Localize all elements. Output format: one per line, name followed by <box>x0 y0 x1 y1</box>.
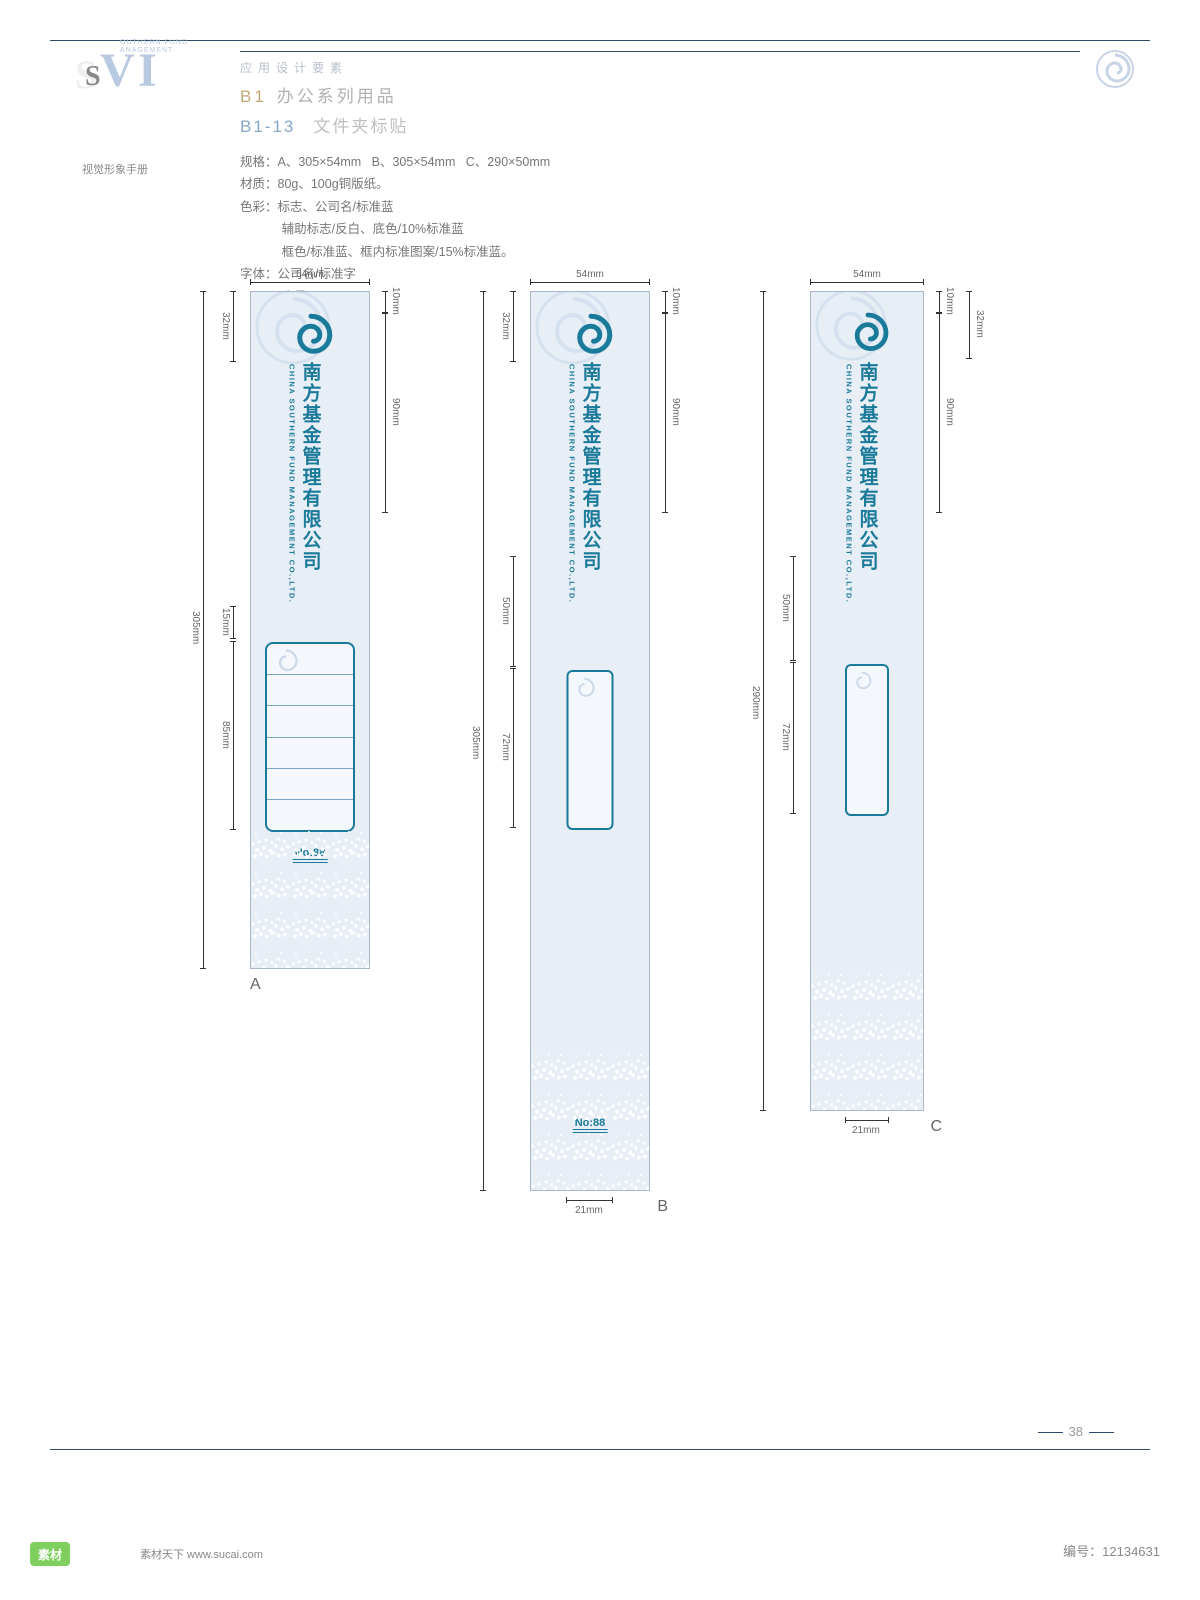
diagrams-area: 54mm 305mm 32mm15mm85mm 10mm90mm 南方基金管理有… <box>110 291 1090 1321</box>
dim-box-b: 21mm <box>575 1205 603 1216</box>
footer-site: 素材天下 www.sucai.com <box>140 1546 263 1562</box>
diagram-b: 54mm 32mm50mm305mm72mm 10mm90mm 南方基金管理有限… <box>530 291 650 1191</box>
label-body-b: 南方基金管理有限公司 CHINA SOUTHERN FUND MANAGEMEN… <box>530 291 650 1191</box>
dim-label: 290mm <box>750 686 761 719</box>
dim-height-a: 305mm <box>190 611 201 644</box>
dim-label: 32mm <box>500 312 511 340</box>
dim-label: 305mm <box>470 726 481 759</box>
label-body-c: 南方基金管理有限公司 CHINA SOUTHERN FUND MANAGEMEN… <box>810 291 924 1111</box>
dim-label: 50mm <box>500 597 511 625</box>
page-frame: V S S I OUTHERN FUNDANAGEMENT 视觉形象手册 应用设… <box>50 40 1150 1450</box>
vi-logo-block: V S S I OUTHERN FUNDANAGEMENT 视觉形象手册 <box>70 43 210 177</box>
spec-line: 材质：80g、100g铜版纸。 <box>240 173 1080 196</box>
vi-caption: 视觉形象手册 <box>70 161 160 177</box>
letter-a: A <box>250 976 261 994</box>
diagram-a: 54mm 305mm 32mm15mm85mm 10mm90mm 南方基金管理有… <box>250 291 370 969</box>
logo-spiral <box>844 309 892 357</box>
dim-label: 10mm <box>390 287 401 315</box>
dim-label: 10mm <box>944 287 955 315</box>
dim-label: 32mm <box>220 312 231 340</box>
label-body-a: 南方基金管理有限公司 CHINA SOUTHERN FUND MANAGEMEN… <box>250 291 370 969</box>
dim-width-a: 54mm <box>296 269 324 280</box>
dim-width-b: 54mm <box>576 269 604 280</box>
spec-line: 框色/标准蓝、框内标准图案/15%标准蓝。 <box>240 241 1080 264</box>
header-text: 应用设计要素 B1办公系列用品 B1-13文件夹标贴 规格：A、305×54mm… <box>240 51 1080 308</box>
letter-b: B <box>657 1198 668 1216</box>
dim-label: 90mm <box>944 398 955 426</box>
dim-label: 90mm <box>670 398 681 426</box>
vi-letter-s-front: S <box>85 61 101 93</box>
dim-width-c: 54mm <box>853 269 881 280</box>
table-box-a <box>265 642 355 832</box>
logo-spiral <box>286 310 336 360</box>
spiral-icon <box>271 646 301 676</box>
dim-label: 72mm <box>500 733 511 761</box>
no-label-b: No:88 <box>573 1117 608 1133</box>
footer-logo-icon: 素材 <box>30 1538 130 1570</box>
category-line2: B1-13文件夹标贴 <box>240 112 1080 143</box>
header: V S S I OUTHERN FUNDANAGEMENT 视觉形象手册 应用设… <box>50 41 1150 271</box>
company-cn: 南方基金管理有限公司 <box>577 362 604 572</box>
spec-line: 辅助标志/反白、底色/10%标准蓝 <box>240 218 1080 241</box>
footer: 素材 素材天下 www.sucai.com <box>30 1538 263 1570</box>
spiral-icon <box>572 675 598 701</box>
category-line1: B1办公系列用品 <box>240 82 1080 113</box>
spiral-icon <box>850 669 874 693</box>
dim-label: 90mm <box>390 398 401 426</box>
dim-label: 72mm <box>780 723 791 751</box>
company-en: CHINA SOUTHERN FUND MANAGEMENT CO.,LTD. <box>568 364 577 603</box>
dim-label: 10mm <box>670 287 681 315</box>
logo-spiral <box>566 310 616 360</box>
no-label-a: No:88 <box>293 847 328 863</box>
company-en: CHINA SOUTHERN FUND MANAGEMENT CO.,LTD. <box>288 364 297 603</box>
dim-label: 50mm <box>780 594 791 622</box>
svg-text:素材: 素材 <box>38 1547 62 1562</box>
dim-label: 32mm <box>974 310 985 338</box>
company-cn: 南方基金管理有限公司 <box>854 362 881 572</box>
vi-sublines: OUTHERN FUNDANAGEMENT <box>120 39 188 54</box>
spec-line: 规格：A、305×54mm B、305×54mm C、290×50mm <box>240 151 1080 174</box>
company-cn: 南方基金管理有限公司 <box>297 362 324 572</box>
page-number: 38 <box>1032 1424 1120 1439</box>
dim-label: 85mm <box>220 721 231 749</box>
category-label: 应用设计要素 <box>240 58 1080 80</box>
diagram-c: 54mm 50mm290mm72mm 10mm32mm90mm 南方基金管理有限… <box>810 291 924 1111</box>
dim-label: 15mm <box>220 608 231 636</box>
spec-line: 色彩：标志、公司名/标准蓝 <box>240 196 1080 219</box>
footer-id: 编号：12134631 <box>1063 1541 1160 1560</box>
company-en: CHINA SOUTHERN FUND MANAGEMENT CO.,LTD. <box>845 364 854 603</box>
letter-c: C <box>930 1118 942 1136</box>
spiral-icon <box>1095 49 1135 89</box>
dim-box-c: 21mm <box>852 1125 880 1136</box>
label-box-b <box>567 670 614 830</box>
label-box-c <box>845 664 889 816</box>
